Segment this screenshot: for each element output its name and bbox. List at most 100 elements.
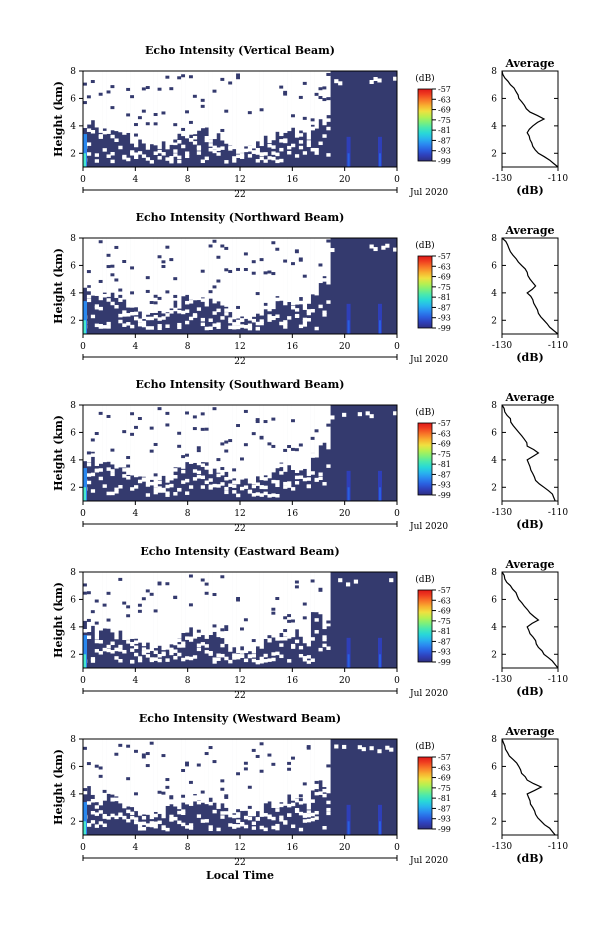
heatmap-cell xyxy=(102,823,107,828)
heatmap-cell xyxy=(200,322,205,327)
heatmap-cell xyxy=(110,134,115,139)
heatmap-cell xyxy=(114,656,119,660)
heatmap-cell xyxy=(177,405,182,468)
x-tick-label: 16 xyxy=(287,676,299,686)
heatmap-cell xyxy=(145,589,151,593)
heatmap-cell xyxy=(122,310,127,314)
heatmap-cell xyxy=(134,152,139,157)
colorbar-tick-label: -81 xyxy=(438,794,451,803)
average-y-tick-label: 6 xyxy=(491,762,497,772)
heatmap-cell xyxy=(137,739,143,816)
heatmap-cell xyxy=(149,71,154,145)
heatmap-cell xyxy=(114,238,119,298)
heatmap-cell xyxy=(275,247,280,251)
heatmap-cell xyxy=(188,138,194,142)
heatmap-cell xyxy=(306,405,311,476)
y-tick-label: 6 xyxy=(70,261,76,271)
x-tick-label: 0 xyxy=(394,676,400,686)
heatmap-cell xyxy=(110,491,115,496)
heatmap-cell xyxy=(306,318,311,322)
heatmap-cell xyxy=(291,447,296,451)
heatmap-cell xyxy=(236,322,241,326)
heatmap-cell xyxy=(141,753,147,757)
heatmap-cell xyxy=(130,487,135,491)
heatmap-cell xyxy=(145,572,151,643)
colorbar xyxy=(417,422,433,496)
average-y-tick-label: 6 xyxy=(491,595,497,605)
heatmap-cell xyxy=(196,643,202,648)
heatmap-cell xyxy=(173,238,178,301)
heatmap-cell xyxy=(347,821,350,835)
y-tick-label: 4 xyxy=(70,289,76,299)
heatmap-cell xyxy=(212,572,217,632)
x-tick-label: 0 xyxy=(80,676,86,686)
heatmap-cell xyxy=(318,739,323,781)
heatmap-cell xyxy=(200,159,205,164)
heatmap-cell xyxy=(134,316,139,321)
heatmap-cell xyxy=(302,739,308,804)
heatmap-cell xyxy=(228,739,233,818)
heatmap-cell xyxy=(188,603,194,607)
average-x-tick-label: -110 xyxy=(548,508,568,518)
heatmap-cell xyxy=(291,305,296,310)
heatmap-cell xyxy=(122,430,127,434)
heatmap-cell xyxy=(83,468,87,501)
heatmap-cell xyxy=(145,289,151,293)
heatmap-cell xyxy=(141,572,147,647)
heatmap-cell xyxy=(185,763,190,767)
heatmap-cell xyxy=(283,320,288,324)
heatmap-cell xyxy=(243,148,249,153)
heatmap-cell xyxy=(141,238,147,320)
heatmap-cell xyxy=(326,800,331,805)
heatmap-cell xyxy=(259,485,264,489)
heatmap-cell xyxy=(259,656,264,661)
heatmap-cell xyxy=(389,578,394,583)
heatmap-cell xyxy=(322,482,327,486)
colorbar-label: (dB) xyxy=(415,73,434,84)
heatmap-cell xyxy=(181,144,186,149)
heatmap-cell xyxy=(243,824,249,829)
y-tick-label: 8 xyxy=(70,67,76,77)
heatmap-cell xyxy=(192,572,198,639)
heatmap-cell xyxy=(224,268,229,272)
heatmap-cell xyxy=(287,572,292,639)
heatmap-cell xyxy=(251,238,256,317)
heatmap-cell xyxy=(200,819,205,823)
heatmap-cell xyxy=(306,143,311,148)
heatmap-cell xyxy=(291,405,296,471)
colorbar-tick-label: -99 xyxy=(438,658,451,667)
heatmap-cell xyxy=(306,309,311,313)
heatmap-cell xyxy=(181,644,186,648)
average-x-label: (dB) xyxy=(516,518,543,531)
heatmap-cell xyxy=(106,491,111,496)
heatmap-cell xyxy=(310,637,315,641)
heatmap-cell xyxy=(236,76,241,80)
heatmap-cell xyxy=(185,110,190,114)
heatmap-cell xyxy=(98,134,103,138)
heatmap-cell xyxy=(247,489,253,494)
heatmap-cell xyxy=(326,464,331,468)
heatmap-cell xyxy=(259,739,264,817)
heatmap-cell xyxy=(306,745,311,749)
heatmap-cell xyxy=(251,739,256,817)
heatmap-cell xyxy=(153,473,158,477)
heatmap-cell xyxy=(141,597,147,601)
heatmap-cell xyxy=(165,313,170,317)
heatmap-cell xyxy=(298,739,304,805)
average-title: Average xyxy=(504,57,554,70)
colorbar-tick-label: -87 xyxy=(438,136,451,145)
heatmap-cell xyxy=(240,627,245,631)
heatmap-cell xyxy=(251,493,256,497)
heatmap-cell xyxy=(353,579,359,584)
x-tick-label: 20 xyxy=(339,509,351,519)
heatmap-cell xyxy=(283,238,288,306)
heatmap-cell xyxy=(385,745,390,750)
heatmap-cell xyxy=(86,618,92,622)
heatmap-cell xyxy=(236,424,241,428)
heatmap-cell xyxy=(141,87,147,91)
heatmap-cell xyxy=(185,154,190,159)
heatmap-cell xyxy=(192,415,198,419)
heatmap-cell xyxy=(240,572,245,647)
heatmap-cell xyxy=(287,767,292,771)
heatmap-cell xyxy=(137,417,143,421)
